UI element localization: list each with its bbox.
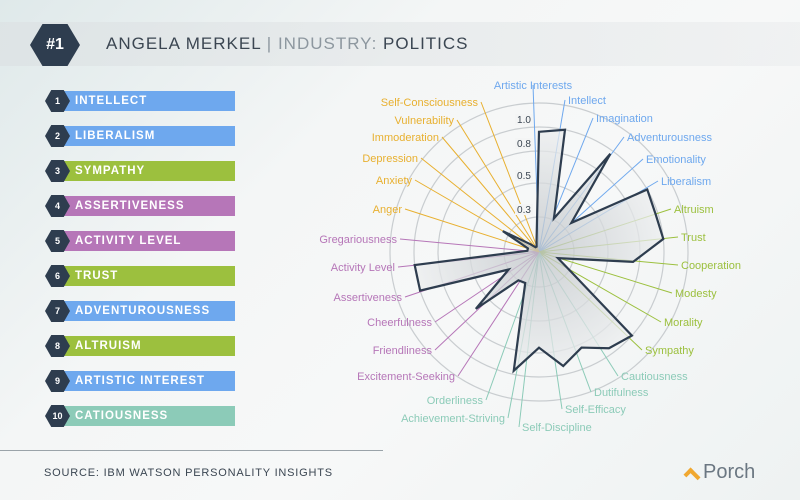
axis-label: Excitement-Seeking <box>357 371 455 383</box>
axis-label: Gregariousness <box>319 234 397 246</box>
axis-label: Sympathy <box>645 345 694 357</box>
axis-label: Morality <box>664 317 703 329</box>
trait-label: LIBERALISM <box>75 130 156 142</box>
axis-label: Self-Efficacy <box>565 404 626 416</box>
trait-rank-badge: 10 <box>45 405 70 427</box>
grid-ring <box>389 102 689 402</box>
axis-label: Orderliness <box>427 395 484 407</box>
axis-label: Artistic Interests <box>494 80 573 92</box>
tick-label: 0.5 <box>517 171 531 182</box>
grid-ring <box>413 126 665 378</box>
trait-bar <box>57 406 235 426</box>
axis-label: Depression <box>362 153 418 165</box>
axis-label: Cautiousness <box>621 371 688 383</box>
trait-label: TRUST <box>75 270 119 282</box>
trait-rank-badge: 5 <box>45 230 70 252</box>
trait-rank-badge: 9 <box>45 370 70 392</box>
axis-leader-line <box>420 157 540 253</box>
axis-label: Altruism <box>674 204 714 216</box>
top-trait-item: 1 INTELLECT <box>45 90 235 112</box>
axis-label: Self-Discipline <box>522 422 592 434</box>
trait-label: ARTISTIC INTEREST <box>75 375 206 387</box>
axis-label: Trust <box>681 232 706 244</box>
trait-label: CATIOUSNESS <box>75 410 169 422</box>
trait-label: ACTIVITY LEVEL <box>75 235 182 247</box>
axis-label: Activity Level <box>331 262 395 274</box>
top-trait-item: 8 ALTRUISM <box>45 335 235 357</box>
trait-rank-badge: 2 <box>45 125 70 147</box>
axis-label: Achievement-Striving <box>401 413 505 425</box>
top-trait-item: 4 ASSERTIVENESS <box>45 195 235 217</box>
axis-label: Imagination <box>596 113 653 125</box>
trait-bar <box>57 91 235 111</box>
tick-label-bg <box>515 170 533 181</box>
axis-leader-line <box>441 136 540 253</box>
axis-label: Anxiety <box>376 175 413 187</box>
industry-value: POLITICS <box>383 34 469 53</box>
axis-label: Modesty <box>675 288 717 300</box>
trait-bar <box>57 196 235 216</box>
tick-label-bg <box>515 138 533 149</box>
tick-label: 0.3 <box>517 205 531 216</box>
title-separator: | <box>266 34 273 53</box>
axis-label: Self-Consciousness <box>381 97 479 109</box>
trait-label: ASSERTIVENESS <box>75 200 185 212</box>
header-band <box>0 22 800 66</box>
source-note: SOURCE: IBM WATSON PERSONALITY INSIGHTS <box>44 467 333 479</box>
axis-leader-line <box>399 238 540 253</box>
porch-roof-icon <box>683 467 701 484</box>
axis-leader-line <box>480 101 540 253</box>
trait-rank-badge: 1 <box>45 90 70 112</box>
top-trait-item: 2 LIBERALISM <box>45 125 235 147</box>
trait-rank-badge: 3 <box>45 160 70 182</box>
trait-bar <box>57 266 235 286</box>
logo-text: Porch <box>703 461 756 483</box>
axis-label: Cooperation <box>681 260 741 272</box>
top-trait-item: 10 CATIOUSNESS <box>45 405 235 427</box>
tick-label: 1.0 <box>517 115 531 126</box>
axis-label: Assertiveness <box>334 292 403 304</box>
trait-bar <box>57 371 235 391</box>
trait-bar <box>57 161 235 181</box>
person-name: ANGELA MERKEL <box>106 34 262 53</box>
top-trait-item: 3 SYMPATHY <box>45 160 235 182</box>
trait-bar <box>57 231 235 251</box>
axis-label: Dutifulness <box>594 387 649 399</box>
tick-label-bg <box>515 204 533 215</box>
axis-leader-line <box>456 119 540 253</box>
trait-bar <box>57 336 235 356</box>
tick-label: 0.8 <box>517 139 531 150</box>
trait-label: ALTRUISM <box>75 340 142 352</box>
axis-leader-line <box>404 208 540 253</box>
trait-rank-badge: 6 <box>45 265 70 287</box>
trait-bar <box>57 126 235 146</box>
axis-label: Cheerfulness <box>367 317 432 329</box>
top-trait-item: 5 ACTIVITY LEVEL <box>45 230 235 252</box>
axis-label: Anger <box>373 204 403 216</box>
tick-label-bg <box>515 114 533 125</box>
trait-label: INTELLECT <box>75 95 148 107</box>
top-trait-item: 7 ADVENTUROUSNESS <box>45 300 235 322</box>
trait-rank-badge: 8 <box>45 335 70 357</box>
axis-label: Liberalism <box>661 176 711 188</box>
trait-label: SYMPATHY <box>75 165 146 177</box>
axis-label: Emotionality <box>646 154 706 166</box>
rank-text: #1 <box>46 36 64 53</box>
trait-rank-badge: 7 <box>45 300 70 322</box>
axis-label: Intellect <box>568 95 606 107</box>
axis-label: Friendliness <box>373 345 433 357</box>
axis-label: Adventurousness <box>627 132 712 144</box>
axis-label: Vulnerability <box>394 115 454 127</box>
footer-divider <box>0 450 383 451</box>
porch-logo: Porch <box>683 461 756 484</box>
industry-label: INDUSTRY: <box>277 34 378 53</box>
top-trait-item: 6 TRUST <box>45 265 235 287</box>
top-trait-item: 9 ARTISTIC INTEREST <box>45 370 235 392</box>
page-title: ANGELA MERKEL | INDUSTRY: POLITICS <box>106 34 469 54</box>
trait-bar <box>57 301 235 321</box>
trait-rank-badge: 4 <box>45 195 70 217</box>
axis-label: Immoderation <box>372 132 439 144</box>
trait-label: ADVENTUROUSNESS <box>75 305 211 317</box>
